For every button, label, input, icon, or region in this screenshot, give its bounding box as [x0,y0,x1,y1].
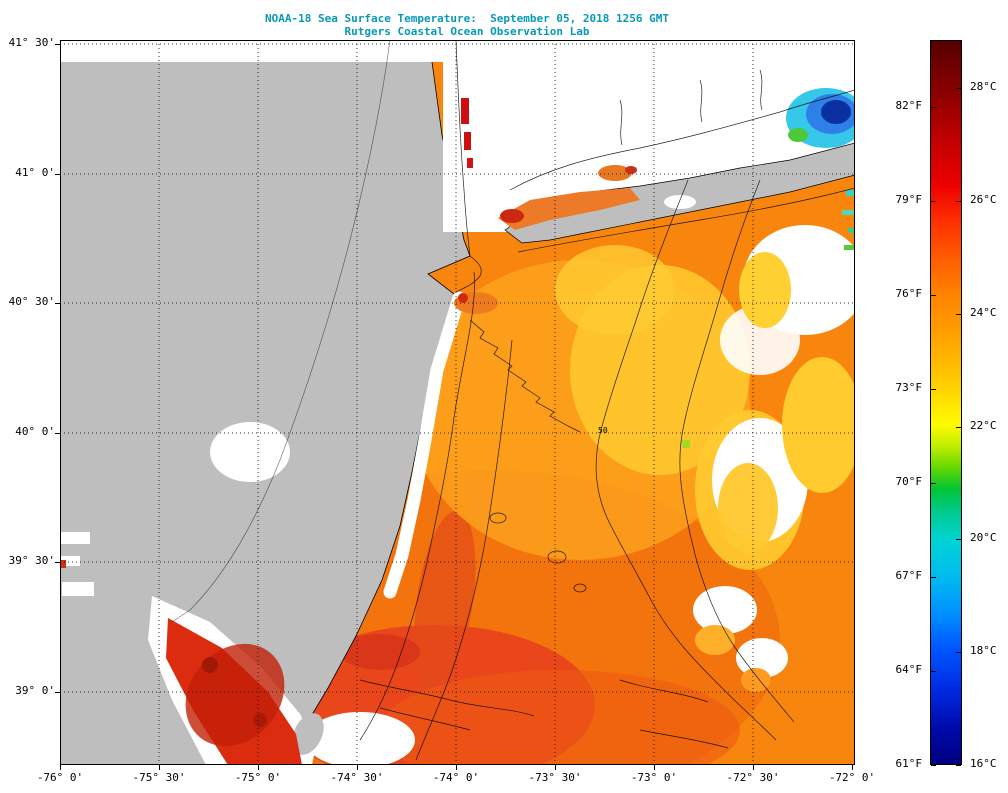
grid-lines [60,40,855,765]
colorbar-tick-mark [931,483,936,484]
colorbar-tick-mark [956,201,961,202]
lat-tick-mark [55,433,60,434]
lon-tick-mark [555,765,556,770]
colorbar-fahrenheit-label: 82°F [895,99,923,112]
colorbar-celsius-label: 22°C [970,419,997,432]
colorbar-tick-mark [931,671,936,672]
colorbar-celsius-label: 16°C [970,757,997,770]
colorbar-fahrenheit-label: 73°F [895,381,923,394]
colorbar-fahrenheit-label: 70°F [895,475,923,488]
colorbar-celsius-label: 20°C [970,531,997,544]
lon-tick-label: -75° 0' [234,771,282,784]
lat-tick-mark [55,44,60,45]
cloud-layer [60,40,855,765]
lat-tick-mark [55,174,60,175]
lon-tick-mark [654,765,655,770]
lon-tick-mark [852,765,853,770]
colorbar-celsius-label: 28°C [970,80,997,93]
lon-tick-mark [753,765,754,770]
lon-tick-mark [258,765,259,770]
delaware-bay [148,596,324,765]
colorbar-tick-mark [956,314,961,315]
lon-tick-mark [60,765,61,770]
colorbar-fahrenheit-label: 79°F [895,193,923,206]
lon-tick-label: -72° 30' [726,771,780,784]
lon-tick-label: -75° 30' [132,771,186,784]
lat-tick-label: 41° 0' [15,166,55,179]
temperature-colorbar [930,40,962,765]
lat-tick-label: 39° 0' [15,684,55,697]
colorbar-tick-mark [956,765,961,766]
colorbar-fahrenheit-label: 61°F [895,757,923,770]
lon-tick-label: -74° 30' [330,771,384,784]
lat-tick-label: 40° 0' [15,425,55,438]
contour-lines [171,40,855,761]
lon-tick-label: -74° 0' [432,771,480,784]
colorbar-tick-mark [956,652,961,653]
colorbar-fahrenheit-label: 67°F [895,569,923,582]
contour-depth-label: 50 [598,426,608,435]
lon-tick-label: -73° 0' [630,771,678,784]
lat-tick-mark [55,303,60,304]
lat-tick-mark [55,692,60,693]
colorbar-fahrenheit-label: 76°F [895,287,923,300]
lat-tick-label: 39° 30' [8,554,55,567]
colorbar-tick-mark [956,88,961,89]
lon-tick-label: -73° 30' [528,771,582,784]
colorbar-tick-mark [931,765,936,766]
colorbar-tick-mark [956,539,961,540]
colorbar-tick-mark [956,427,961,428]
colorbar-tick-mark [931,577,936,578]
lat-tick-label: 41° 30' [8,36,55,49]
long-island [504,142,855,244]
lon-tick-mark [456,765,457,770]
colorbar-fahrenheit-label: 64°F [895,663,923,676]
colorbar-celsius-label: 24°C [970,306,997,319]
colorbar-tick-mark [931,389,936,390]
lon-tick-label: -76° 0' [36,771,84,784]
colorbar-tick-mark [931,107,936,108]
colorbar-celsius-label: 18°C [970,644,997,657]
plot-border [60,40,855,765]
lon-tick-mark [159,765,160,770]
lat-tick-mark [55,562,60,563]
sst-map: 50 [60,40,855,765]
lon-tick-label: -72° 0' [828,771,876,784]
colorbar-tick-mark [931,295,936,296]
mainland [60,62,470,765]
colorbar-celsius-label: 26°C [970,193,997,206]
lon-tick-mark [357,765,358,770]
lat-tick-label: 40° 30' [8,295,55,308]
map-title-line2: Rutgers Coastal Ocean Observation Lab [344,25,590,38]
map-title-line1: NOAA-18 Sea Surface Temperature: Septemb… [265,12,669,25]
colorbar-tick-mark [931,201,936,202]
sst-feature-layer [60,88,855,692]
